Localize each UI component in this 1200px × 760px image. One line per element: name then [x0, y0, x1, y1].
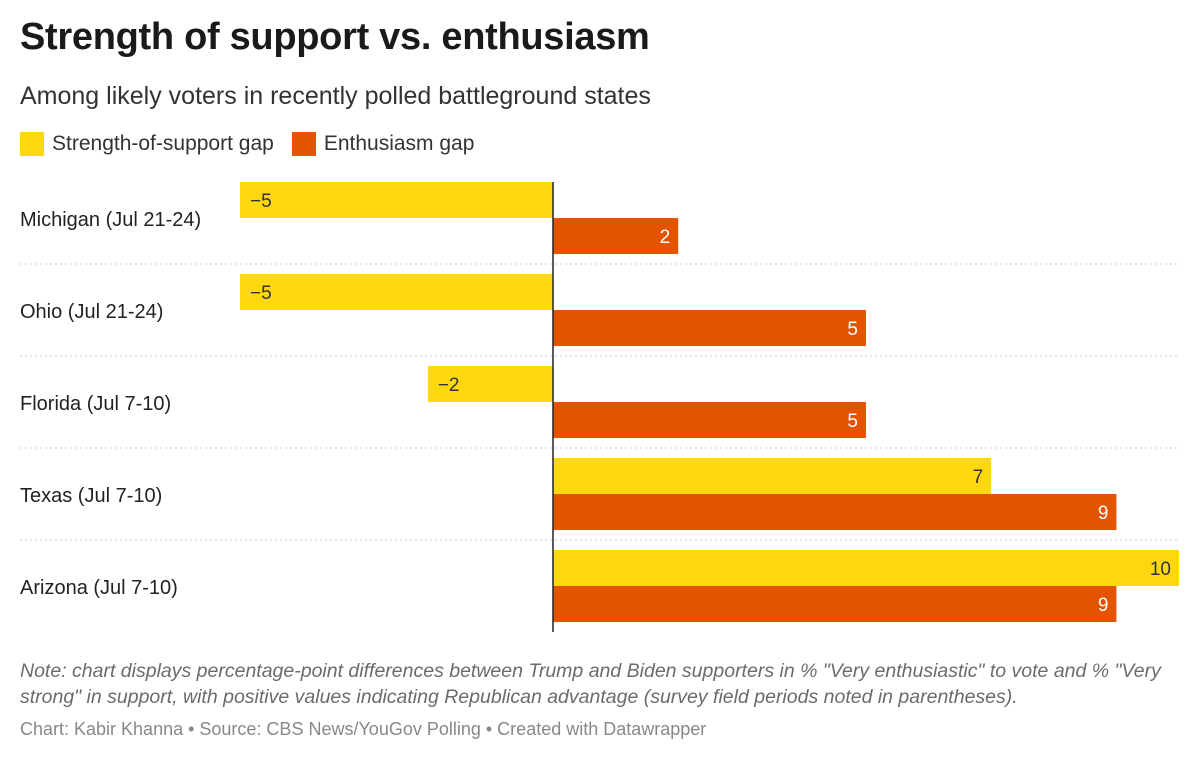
- bar-strength: [553, 550, 1179, 586]
- data-label-enthusiasm: 9: [1098, 595, 1109, 616]
- data-label-enthusiasm: 5: [847, 319, 858, 340]
- data-label-strength: −2: [438, 375, 460, 396]
- chart-subtitle: Among likely voters in recently polled b…: [20, 82, 651, 110]
- legend-label-strength: Strength-of-support gap: [52, 132, 274, 155]
- bar-strength: [427, 366, 553, 402]
- category-label: Arizona (Jul 7-10): [20, 577, 178, 599]
- legend-item-strength: Strength-of-support gap: [20, 132, 274, 156]
- chart-note: Note: chart displays percentage-point di…: [20, 660, 1161, 708]
- legend-item-enthusiasm: Enthusiasm gap: [291, 132, 475, 156]
- category-label: Florida (Jul 7-10): [20, 393, 171, 415]
- data-label-enthusiasm: 5: [847, 411, 858, 432]
- data-label-strength: 7: [973, 467, 984, 488]
- legend-label-enthusiasm: Enthusiasm gap: [323, 132, 475, 155]
- category-label: Texas (Jul 7-10): [20, 485, 162, 507]
- data-label-enthusiasm: 2: [660, 227, 671, 248]
- legend: Strength-of-support gap Enthusiasm gap: [20, 132, 474, 156]
- bar-strength: [240, 182, 553, 218]
- bar-enthusiasm: [553, 310, 866, 346]
- bar-enthusiasm: [553, 218, 679, 254]
- category-label: Ohio (Jul 21-24): [20, 301, 163, 323]
- data-label-strength: −5: [250, 191, 272, 212]
- bar-strength: [553, 458, 992, 494]
- bar-strength: [240, 274, 553, 310]
- legend-swatch-enthusiasm: [291, 132, 316, 156]
- bar-enthusiasm: [553, 494, 1117, 530]
- chart-footer: Chart: Kabir Khanna • Source: CBS News/Y…: [20, 719, 707, 739]
- bar-enthusiasm: [553, 586, 1117, 622]
- bar-chart: Michigan (Jul 21-24) −5 2 Ohio (Jul 21-24) −…: [20, 182, 1180, 632]
- data-label-enthusiasm: 9: [1098, 503, 1109, 524]
- bar-enthusiasm: [553, 402, 866, 438]
- data-label-strength: −5: [250, 283, 272, 304]
- category-label: Michigan (Jul 21-24): [20, 209, 201, 231]
- chart-title: Strength of support vs. enthusiasm: [20, 16, 650, 58]
- data-label-strength: 10: [1150, 559, 1171, 580]
- legend-swatch-strength: [20, 132, 44, 156]
